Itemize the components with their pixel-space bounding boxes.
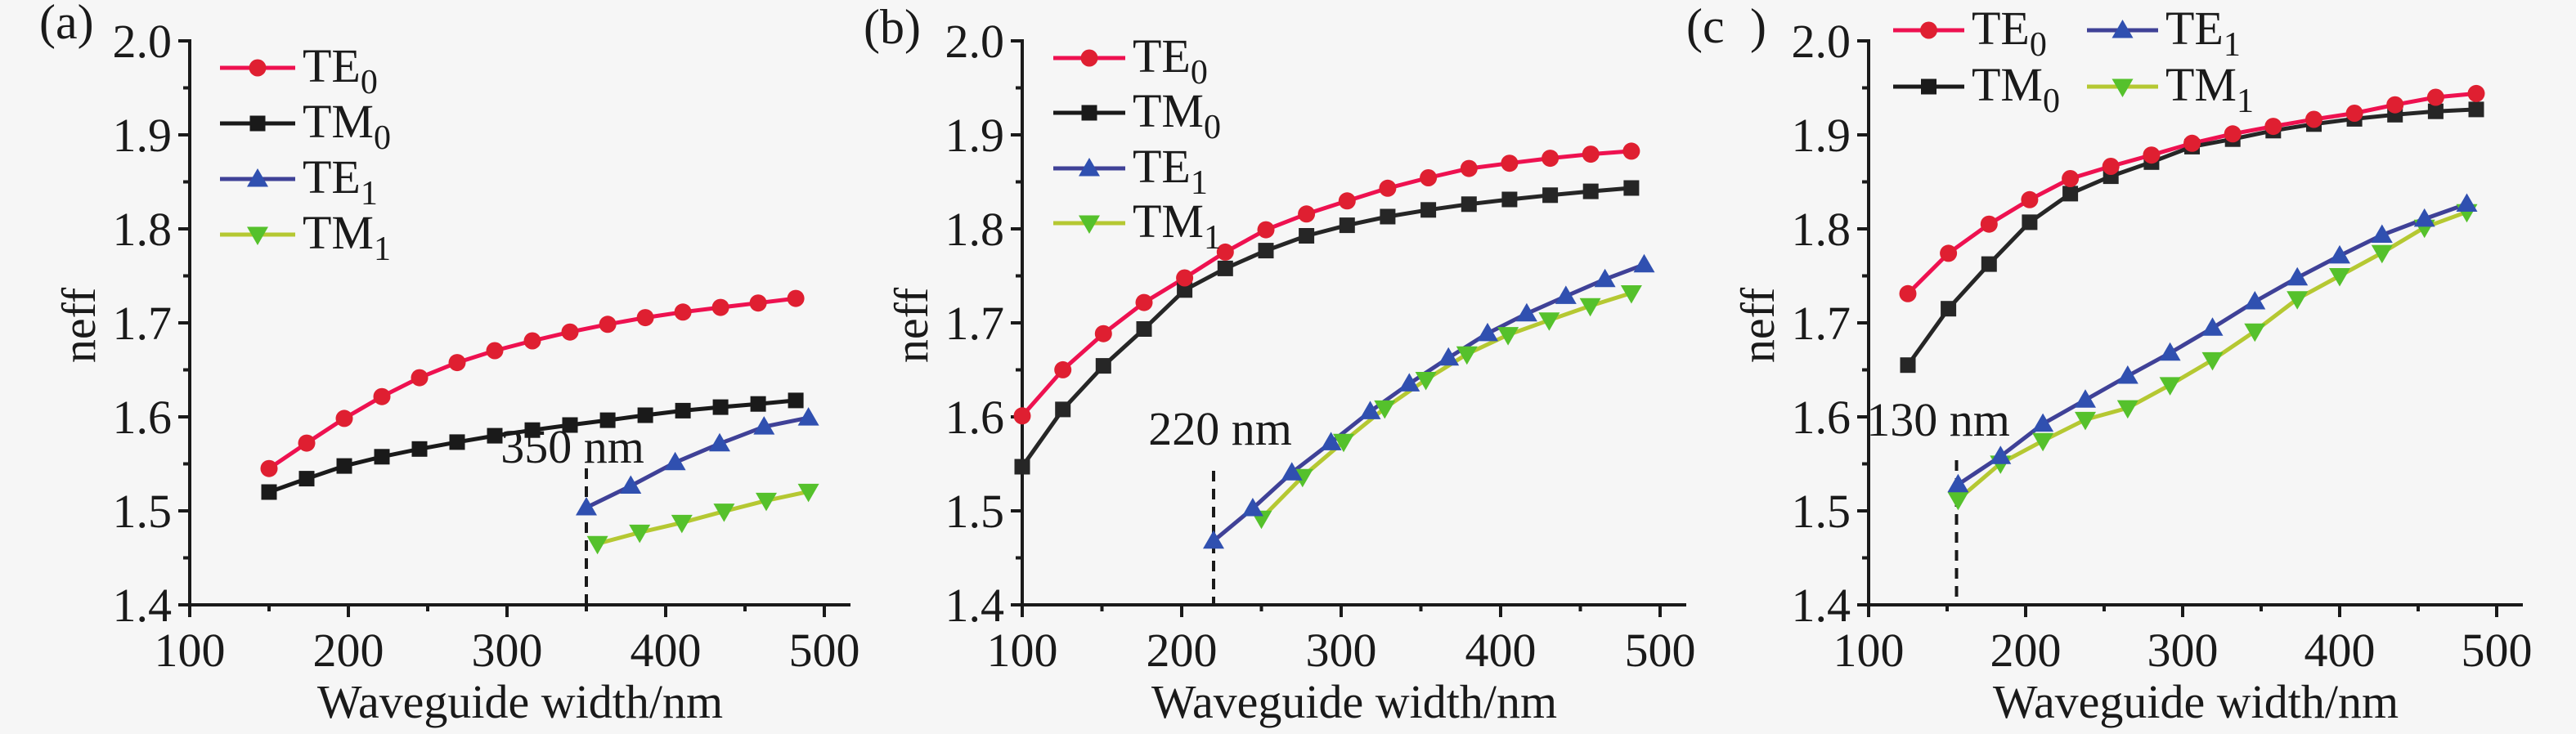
svg-text:1.9: 1.9 [945, 109, 1005, 162]
svg-text:2.0: 2.0 [1792, 15, 1851, 68]
svg-text:1.4: 1.4 [945, 579, 1005, 632]
svg-text:1.8: 1.8 [945, 203, 1005, 256]
svg-text:1.5: 1.5 [113, 485, 173, 538]
svg-text:1.4: 1.4 [113, 579, 173, 632]
svg-text:100: 100 [155, 624, 226, 677]
svg-text:400: 400 [1465, 624, 1537, 677]
svg-text:TM0: TM0 [303, 95, 391, 157]
svg-text:Waveguide width/nm: Waveguide width/nm [1151, 675, 1557, 728]
svg-text:130 nm: 130 nm [1866, 393, 2010, 446]
svg-text:300: 300 [1306, 624, 1377, 677]
svg-text:(a): (a) [39, 0, 94, 49]
svg-text:2.0: 2.0 [945, 15, 1005, 68]
svg-text:100: 100 [987, 624, 1058, 677]
svg-text:500: 500 [1625, 624, 1696, 677]
svg-text:2.0: 2.0 [113, 15, 173, 68]
svg-text:1.6: 1.6 [113, 391, 173, 444]
svg-text:220 nm: 220 nm [1148, 402, 1292, 455]
svg-text:Waveguide width/nm: Waveguide width/nm [317, 675, 723, 728]
svg-text:200: 200 [1147, 624, 1218, 677]
svg-text:(b): (b) [864, 0, 921, 54]
svg-text:neff: neff [52, 287, 105, 363]
svg-text:500: 500 [789, 624, 860, 677]
svg-text:1.7: 1.7 [113, 297, 173, 350]
svg-text:neff: neff [885, 287, 938, 363]
svg-text:200: 200 [1990, 624, 2062, 677]
svg-text:1.4: 1.4 [1792, 579, 1851, 632]
svg-text:1.5: 1.5 [1792, 485, 1851, 538]
svg-text:1.5: 1.5 [945, 485, 1005, 538]
svg-text:300: 300 [2147, 624, 2219, 677]
svg-text:100: 100 [1833, 624, 1905, 677]
svg-text:): ) [1750, 0, 1766, 53]
svg-text:1.9: 1.9 [1792, 109, 1851, 162]
svg-text:400: 400 [631, 624, 702, 677]
svg-text:1.9: 1.9 [113, 109, 173, 162]
svg-text:1.6: 1.6 [1792, 391, 1851, 444]
svg-text:500: 500 [2462, 624, 2533, 677]
svg-text:1.7: 1.7 [1792, 297, 1851, 350]
svg-text:200: 200 [313, 624, 384, 677]
svg-text:1.8: 1.8 [113, 203, 173, 256]
svg-text:1.8: 1.8 [1792, 203, 1851, 256]
svg-text:neff: neff [1731, 287, 1784, 363]
svg-text:(c: (c [1686, 0, 1725, 53]
svg-text:400: 400 [2304, 624, 2376, 677]
svg-text:TE1: TE1 [1133, 140, 1208, 202]
svg-text:1.6: 1.6 [945, 391, 1005, 444]
svg-text:Waveguide width/nm: Waveguide width/nm [1993, 675, 2399, 728]
svg-text:1.7: 1.7 [945, 297, 1005, 350]
svg-text:300: 300 [472, 624, 543, 677]
